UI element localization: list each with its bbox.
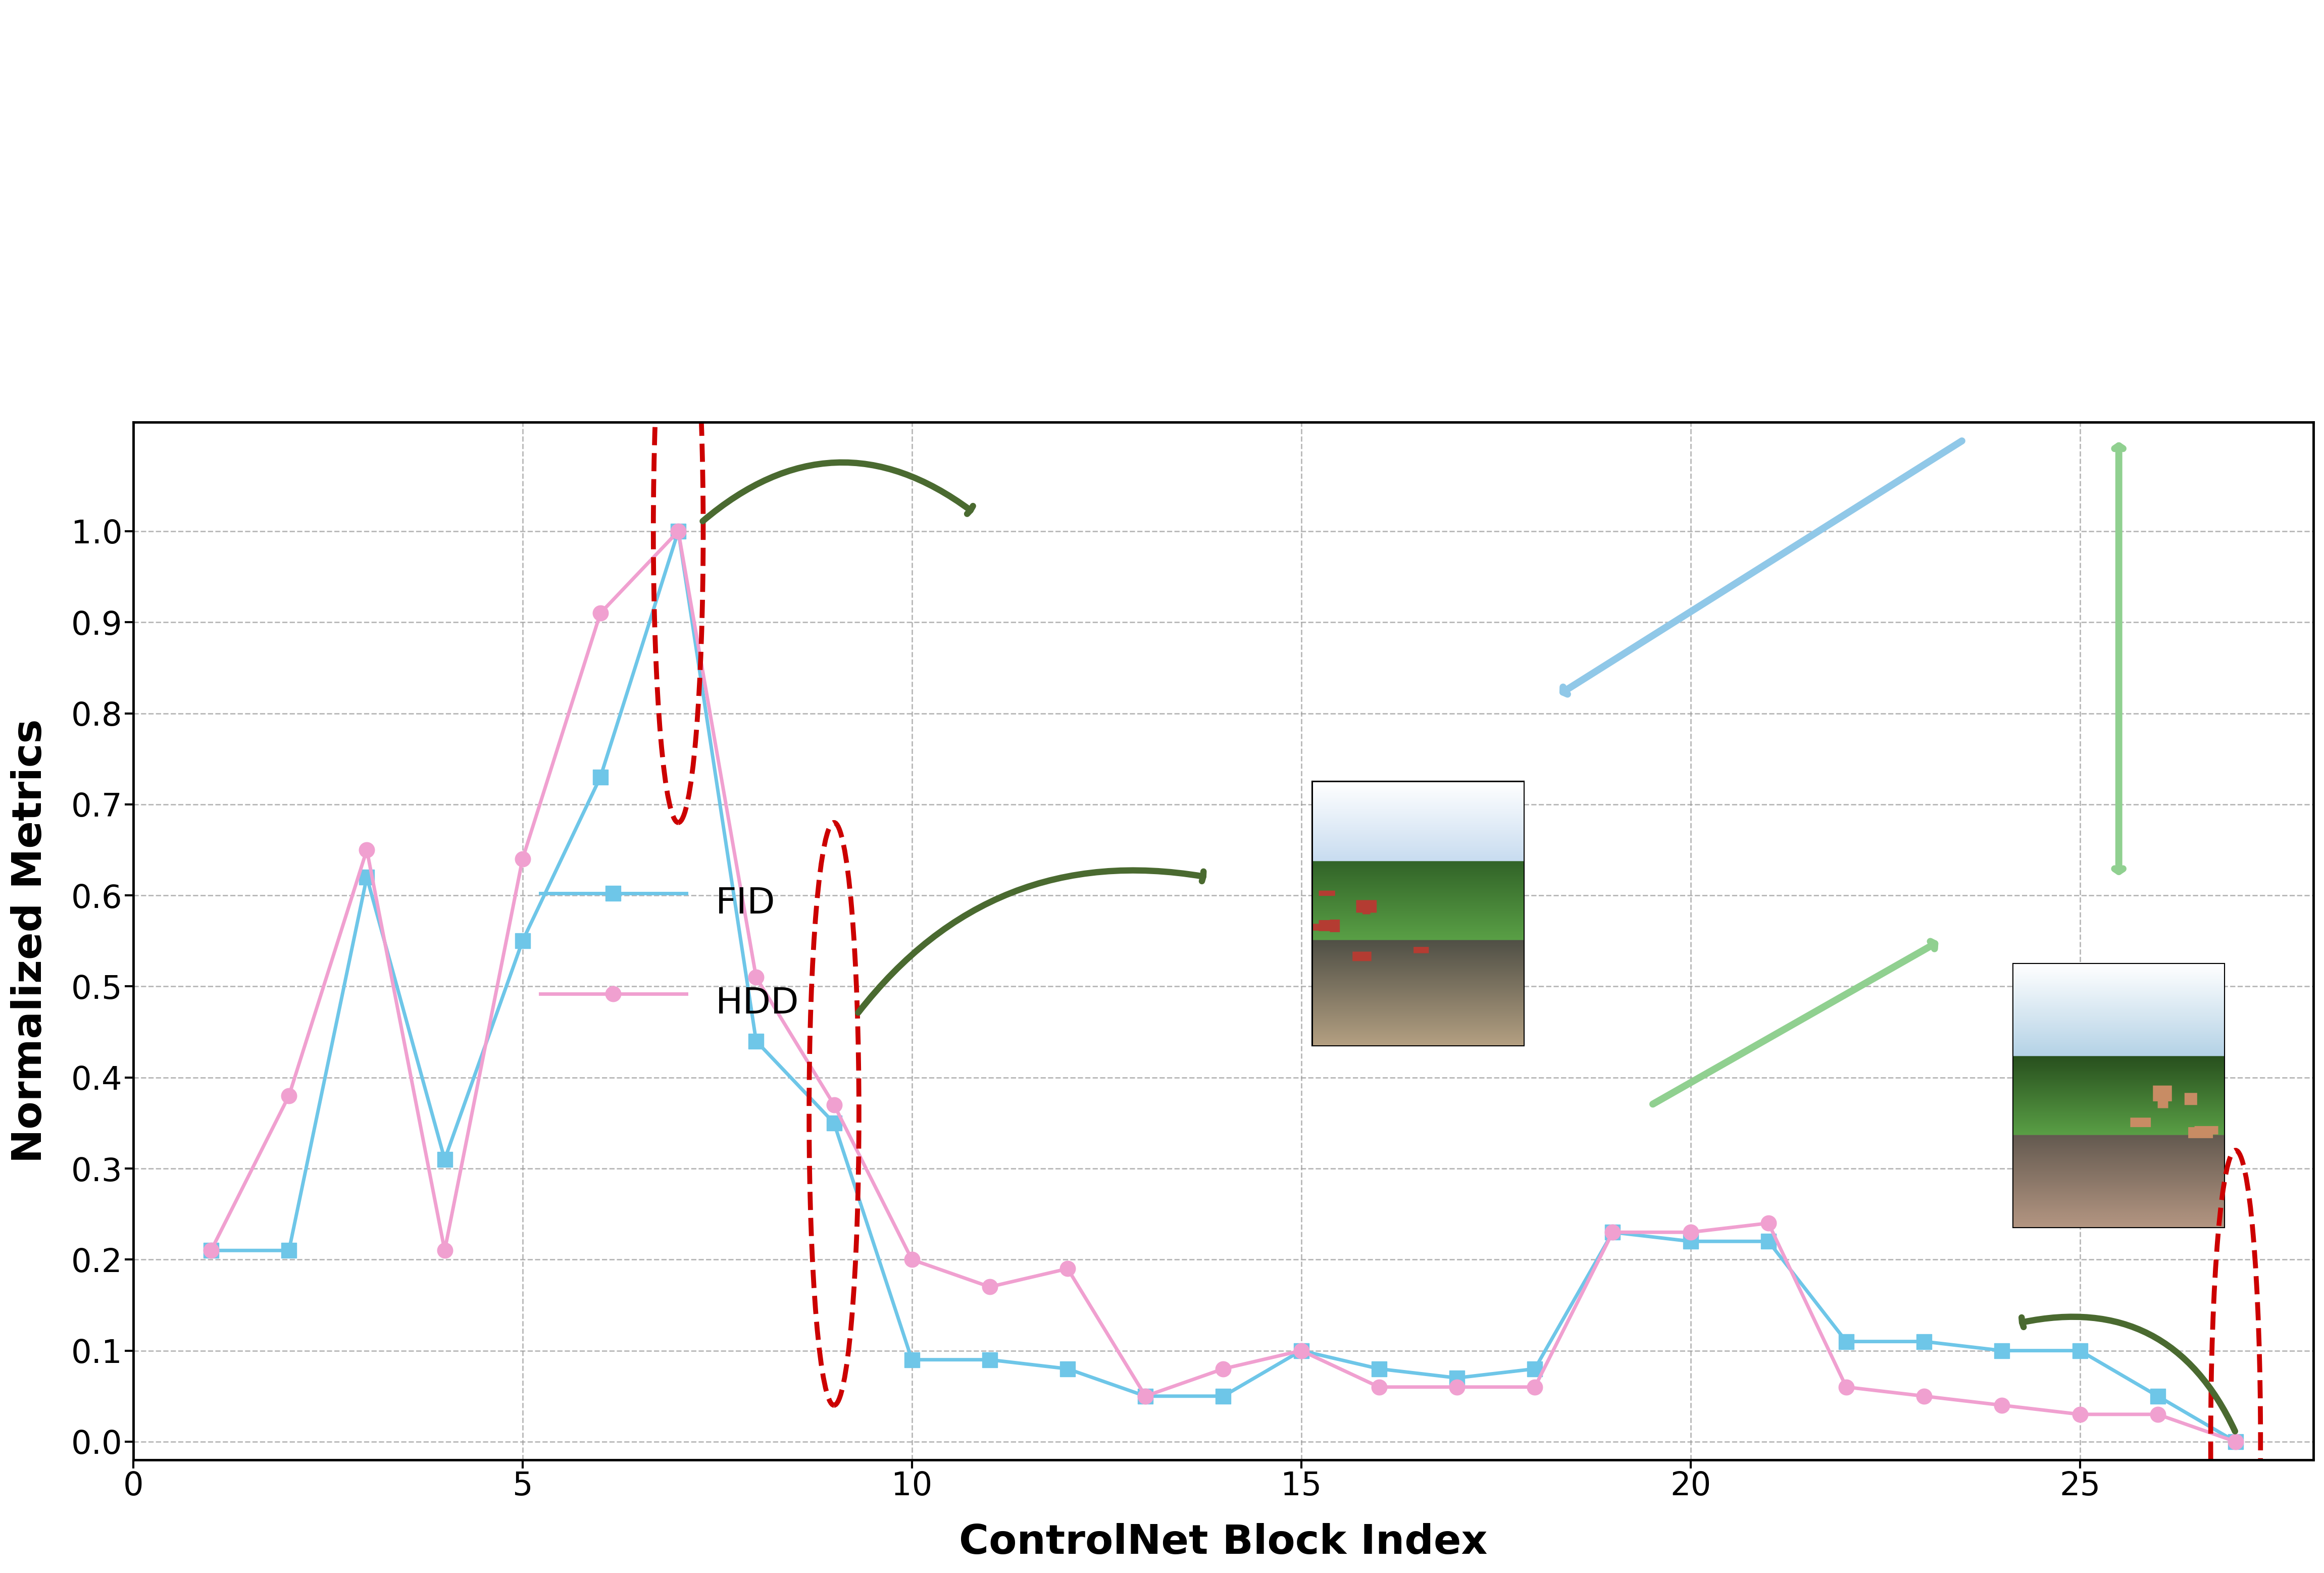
FID xyxy=(1676,1232,1703,1251)
HDD xyxy=(1676,1222,1703,1241)
FID xyxy=(1443,1369,1471,1387)
HDD xyxy=(1208,1359,1236,1378)
HDD xyxy=(1987,1395,2015,1414)
HDD xyxy=(976,1277,1004,1296)
FID xyxy=(2222,1433,2250,1452)
X-axis label: ControlNet Block Index: ControlNet Block Index xyxy=(960,1523,1487,1562)
FID xyxy=(2066,1342,2094,1361)
Line: FID: FID xyxy=(205,524,2243,1449)
HDD xyxy=(1443,1378,1471,1397)
HDD xyxy=(1755,1214,1783,1233)
FID xyxy=(353,868,381,887)
HDD xyxy=(198,1241,225,1260)
FID xyxy=(1287,1342,1315,1361)
HDD xyxy=(1287,1342,1315,1361)
HDD xyxy=(1599,1222,1627,1241)
HDD xyxy=(1053,1260,1081,1279)
FID xyxy=(820,1114,848,1133)
HDD xyxy=(897,1251,925,1269)
FID xyxy=(198,1241,225,1260)
HDD xyxy=(1910,1387,1938,1406)
HDD xyxy=(1364,1378,1392,1397)
HDD xyxy=(430,1241,458,1260)
FID xyxy=(509,931,537,950)
HDD xyxy=(2143,1405,2171,1424)
HDD xyxy=(741,967,769,986)
HDD xyxy=(274,1087,302,1106)
Y-axis label: Normalized Metrics: Normalized Metrics xyxy=(12,719,49,1162)
FID xyxy=(1599,1222,1627,1241)
FID xyxy=(430,1150,458,1169)
FID xyxy=(1755,1232,1783,1251)
HDD xyxy=(665,522,693,541)
FID xyxy=(1364,1359,1392,1378)
FID xyxy=(1053,1359,1081,1378)
FID xyxy=(897,1350,925,1369)
Legend: FID, HDD: FID, HDD xyxy=(523,856,818,1048)
HDD xyxy=(2066,1405,2094,1424)
FID xyxy=(665,522,693,541)
HDD xyxy=(1520,1378,1548,1397)
Line: HDD: HDD xyxy=(205,524,2243,1449)
FID xyxy=(976,1350,1004,1369)
FID xyxy=(274,1241,302,1260)
FID xyxy=(2143,1387,2171,1406)
FID xyxy=(586,768,614,786)
HDD xyxy=(1831,1378,1859,1397)
FID xyxy=(1520,1359,1548,1378)
FID xyxy=(1208,1387,1236,1406)
HDD xyxy=(353,840,381,859)
FID xyxy=(1831,1332,1859,1351)
HDD xyxy=(586,604,614,623)
FID xyxy=(741,1032,769,1051)
HDD xyxy=(820,1095,848,1114)
HDD xyxy=(509,849,537,868)
HDD xyxy=(2222,1433,2250,1452)
FID xyxy=(1987,1342,2015,1361)
FID xyxy=(1910,1332,1938,1351)
HDD xyxy=(1132,1387,1160,1406)
FID xyxy=(1132,1387,1160,1406)
